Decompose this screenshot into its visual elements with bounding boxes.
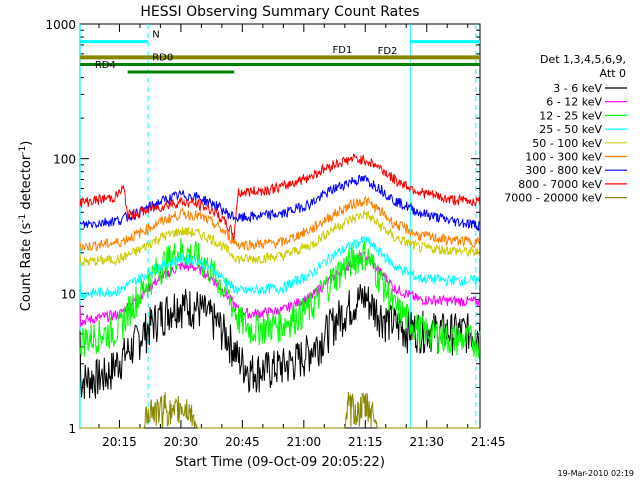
- legend-label: 100 - 300 keV: [525, 151, 602, 164]
- svg-text:Count Rate (s-1 detector-1): Count Rate (s-1 detector-1): [18, 141, 34, 312]
- x-tick-label: 21:00: [287, 435, 322, 449]
- x-tick-label: 20:45: [225, 435, 260, 449]
- mode-bar-label: N: [152, 30, 159, 41]
- series-line: [79, 210, 481, 267]
- legend-label: 50 - 100 keV: [532, 137, 602, 150]
- footer-date: 19-Mar-2010 02:19: [558, 469, 635, 478]
- y-tick-label: 100: [53, 153, 76, 167]
- mode-bar-label: RD0: [152, 53, 173, 64]
- y-axis-label: Count Rate (s-1 detector-1): [18, 141, 34, 312]
- mode-bar-label: FD2: [378, 46, 398, 57]
- series-line: [79, 195, 481, 252]
- y-tick-label: 1: [68, 422, 76, 436]
- series-line: [79, 152, 481, 241]
- y-tick-label: 1000: [45, 18, 76, 32]
- mode-bar-label: FD1: [333, 45, 353, 56]
- x-tick-label: 20:15: [102, 435, 137, 449]
- legend-label: 300 - 800 keV: [525, 164, 602, 177]
- legend-header-line-2: Att 0: [600, 67, 626, 80]
- legend-label: 7000 - 20000 keV: [504, 192, 602, 205]
- mode-bar-label: RD4: [95, 60, 116, 71]
- legend-label: 3 - 6 keV: [553, 82, 602, 95]
- y-tick-label: 10: [61, 287, 76, 301]
- x-tick-label: 21:15: [348, 435, 383, 449]
- series-line: [79, 237, 481, 359]
- series-line: [80, 392, 480, 429]
- legend-label: 800 - 7000 keV: [518, 178, 602, 191]
- x-tick-label: 21:30: [409, 435, 444, 449]
- legend-header-line-1: Det 1,3,4,5,6,9,: [540, 53, 626, 66]
- x-tick-label: 21:45: [471, 435, 506, 449]
- series-line: [79, 236, 481, 300]
- series-line: [79, 174, 481, 232]
- legend-label: 12 - 25 keV: [539, 109, 602, 122]
- legend-label: 6 - 12 keV: [546, 96, 602, 109]
- legend-label: 25 - 50 keV: [539, 123, 602, 136]
- x-tick-label: 20:30: [164, 435, 199, 449]
- series-line: [79, 284, 481, 399]
- chart-title: HESSI Observing Summary Count Rates: [140, 4, 419, 20]
- x-axis-label: Start Time (09-Oct-09 20:05:22): [175, 455, 385, 470]
- plot-area: 20:15 20:30 20:45 21:00 21:15 21:30 21:45 1 10 10…: [45, 18, 505, 449]
